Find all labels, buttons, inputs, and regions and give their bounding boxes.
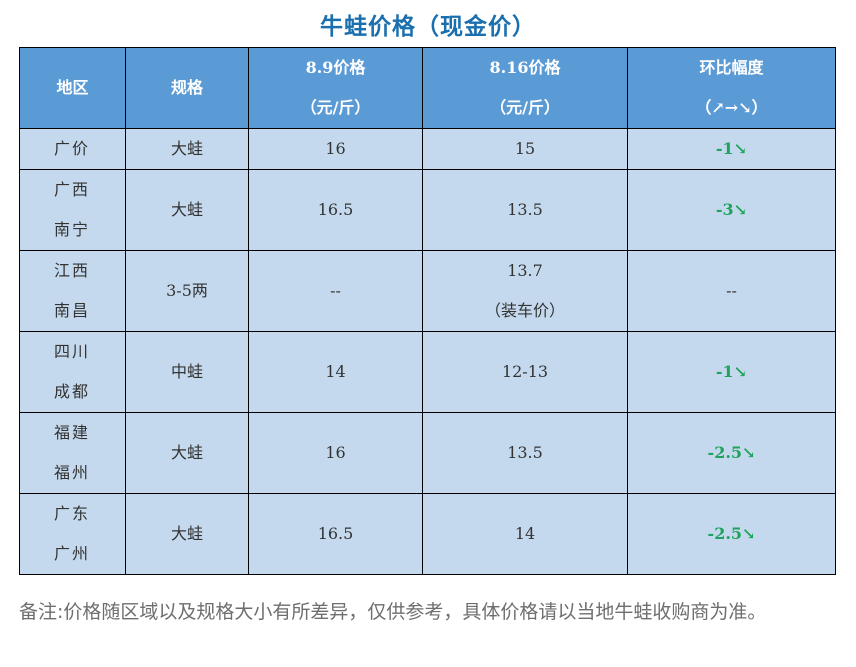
header-price-aug16-date: 8.16价格	[489, 58, 561, 77]
table-row: 广东 广州 大蛙 16.5 14 -2.5↘	[19, 493, 836, 575]
footnote: 备注:价格随区域以及规格大小有所差异，仅供参考，具体价格请以当地牛蛙收购商为准。	[19, 601, 767, 623]
region-cell: 广价	[19, 128, 126, 170]
spec-cell: 大蛙	[125, 169, 249, 251]
header-price-aug16-unit: （元/斤）	[490, 98, 560, 117]
price-aug16-cell: 14	[422, 493, 628, 575]
price-aug9-cell: 16	[248, 128, 423, 170]
spec-cell: 中蛙	[125, 331, 249, 413]
price-aug16-note: （装车价）	[484, 301, 565, 320]
price-aug9-cell: 16.5	[248, 169, 423, 251]
spec-cell: 大蛙	[125, 128, 249, 170]
header-price-aug16: 8.16价格 （元/斤）	[422, 47, 628, 129]
price-aug16-cell: 15	[422, 128, 628, 170]
region-cell: 福建 福州	[19, 412, 126, 494]
region-city: 南昌	[54, 301, 91, 320]
change-cell: -2.5↘	[627, 493, 836, 575]
header-price-aug9-date: 8.9价格	[305, 58, 366, 77]
price-aug16-cell: 12-13	[422, 331, 628, 413]
region-province: 广东	[54, 504, 91, 523]
price-aug9-cell: 14	[248, 331, 423, 413]
price-aug16-value: 13.7	[507, 261, 543, 280]
region-cell: 广东 广州	[19, 493, 126, 575]
price-aug9-cell: 16.5	[248, 493, 423, 575]
page-title: 牛蛙价格（现金价）	[320, 14, 536, 40]
header-price-aug9-unit: （元/斤）	[300, 98, 371, 117]
header-change-arrows: （↗→↘）	[695, 98, 768, 117]
header-change-label: 环比幅度	[699, 58, 764, 77]
change-cell: -2.5↘	[627, 412, 836, 494]
table-row: 四川 成都 中蛙 14 12-13 -1↘	[19, 331, 836, 413]
region-city: 南宁	[54, 220, 91, 239]
table-row: 广西 南宁 大蛙 16.5 13.5 -3↘	[19, 169, 836, 251]
price-aug16-cell: 13.7 （装车价）	[422, 250, 628, 332]
region-province: 广西	[54, 180, 91, 199]
table-header-row: 地区 规格 8.9价格 （元/斤） 8.16价格 （元/斤） 环比幅度 （↗→↘…	[19, 47, 836, 129]
spec-cell: 大蛙	[125, 493, 249, 575]
region-cell: 四川 成都	[19, 331, 126, 413]
table-row: 江西 南昌 3-5两 -- 13.7 （装车价） --	[19, 250, 836, 332]
table-row: 广价 大蛙 16 15 -1↘	[19, 128, 836, 170]
header-change: 环比幅度 （↗→↘）	[627, 47, 836, 129]
region-province: 福建	[54, 423, 91, 442]
header-price-aug9: 8.9价格 （元/斤）	[248, 47, 423, 129]
change-cell: -1↘	[627, 331, 836, 413]
region-city: 成都	[54, 382, 91, 401]
price-aug9-cell: --	[248, 250, 423, 332]
header-region: 地区	[19, 47, 126, 129]
region-name: 广价	[54, 139, 91, 158]
spec-cell: 3-5两	[125, 250, 249, 332]
price-aug16-cell: 13.5	[422, 169, 628, 251]
region-city: 福州	[54, 463, 91, 482]
price-aug16-cell: 13.5	[422, 412, 628, 494]
price-table: 地区 规格 8.9价格 （元/斤） 8.16价格 （元/斤） 环比幅度 （↗→↘…	[19, 47, 836, 575]
change-cell: --	[627, 250, 836, 332]
change-cell: -3↘	[627, 169, 836, 251]
change-cell: -1↘	[627, 128, 836, 170]
price-aug9-cell: 16	[248, 412, 423, 494]
region-province: 四川	[54, 342, 91, 361]
table-row: 福建 福州 大蛙 16 13.5 -2.5↘	[19, 412, 836, 494]
spec-cell: 大蛙	[125, 412, 249, 494]
region-city: 广州	[54, 544, 91, 563]
region-province: 江西	[54, 261, 91, 280]
header-spec: 规格	[125, 47, 249, 129]
region-cell: 江西 南昌	[19, 250, 126, 332]
region-cell: 广西 南宁	[19, 169, 126, 251]
